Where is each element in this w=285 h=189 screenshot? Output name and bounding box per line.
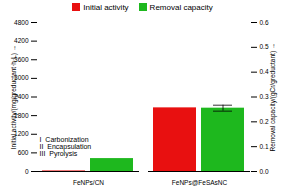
html-text:Initial activity: Initial activity: [83, 2, 129, 12]
svg-text:3000: 3000: [14, 74, 29, 82]
svg-text:FeNPs@FeSAsNC: FeNPs@FeSAsNC: [172, 179, 228, 186]
svg-text:I CarbonizationII Encapsulat: I CarbonizationII EncapsulationIII Pyrol…: [40, 136, 92, 158]
svg-text:1800: 1800: [14, 111, 29, 119]
svg-text:0.5: 0.5: [260, 43, 269, 50]
svg-text:0: 0: [25, 168, 29, 175]
svg-text:2400: 2400: [14, 93, 29, 101]
svg-text:600: 600: [18, 149, 29, 156]
svg-text:4800: 4800: [14, 19, 29, 26]
svg-text:0.3: 0.3: [260, 93, 269, 100]
svg-text:0.1: 0.1: [260, 143, 269, 150]
svg-text:0.0: 0.0: [260, 168, 269, 175]
svg-text:FeNPs/CN: FeNPs/CN: [73, 179, 104, 186]
svg-text:0.6: 0.6: [260, 19, 269, 26]
html-text:Removal capacity: Removal capacity: [149, 2, 213, 12]
svg-text:4200: 4200: [14, 37, 29, 44]
svg-text:Removal capacity/(gCr/greducta: Removal capacity/(gCr/greductant) →: [269, 43, 277, 152]
svg-text:0.4: 0.4: [260, 68, 269, 75]
svg-text:1200: 1200: [14, 130, 29, 138]
svg-text:Initial activity/(mg/greductan: Initial activity/(mg/greductant·h·L) →: [10, 45, 18, 149]
svg-text:3600: 3600: [14, 55, 29, 63]
svg-text:0.2: 0.2: [260, 118, 269, 125]
